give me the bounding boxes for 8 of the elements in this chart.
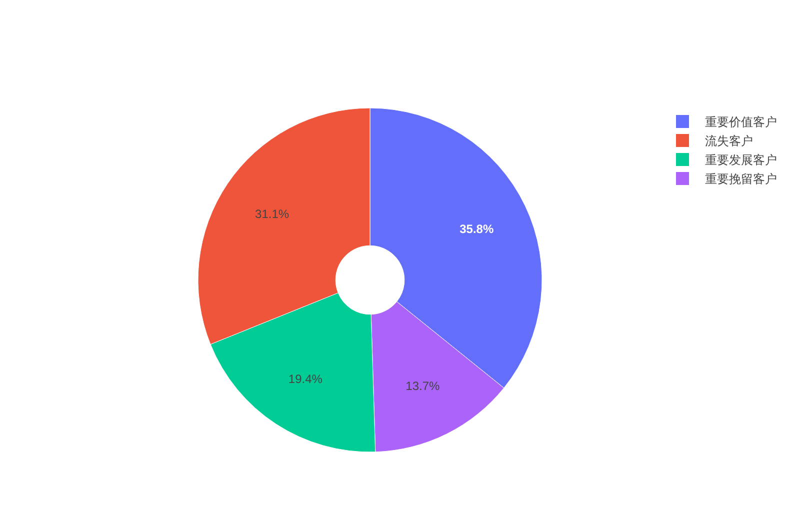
data-label: 31.1% <box>255 207 290 222</box>
data-label: 13.7% <box>406 379 440 394</box>
data-label: 19.4% <box>288 372 323 386</box>
legend-label: 重要挽留客户 <box>705 172 777 186</box>
legend-label: 重要发展客户 <box>705 153 777 168</box>
legend-label: 重要价值客户 <box>705 115 777 130</box>
data-label: 35.8% <box>460 222 494 236</box>
legend-label: 流失客户 <box>705 134 753 148</box>
